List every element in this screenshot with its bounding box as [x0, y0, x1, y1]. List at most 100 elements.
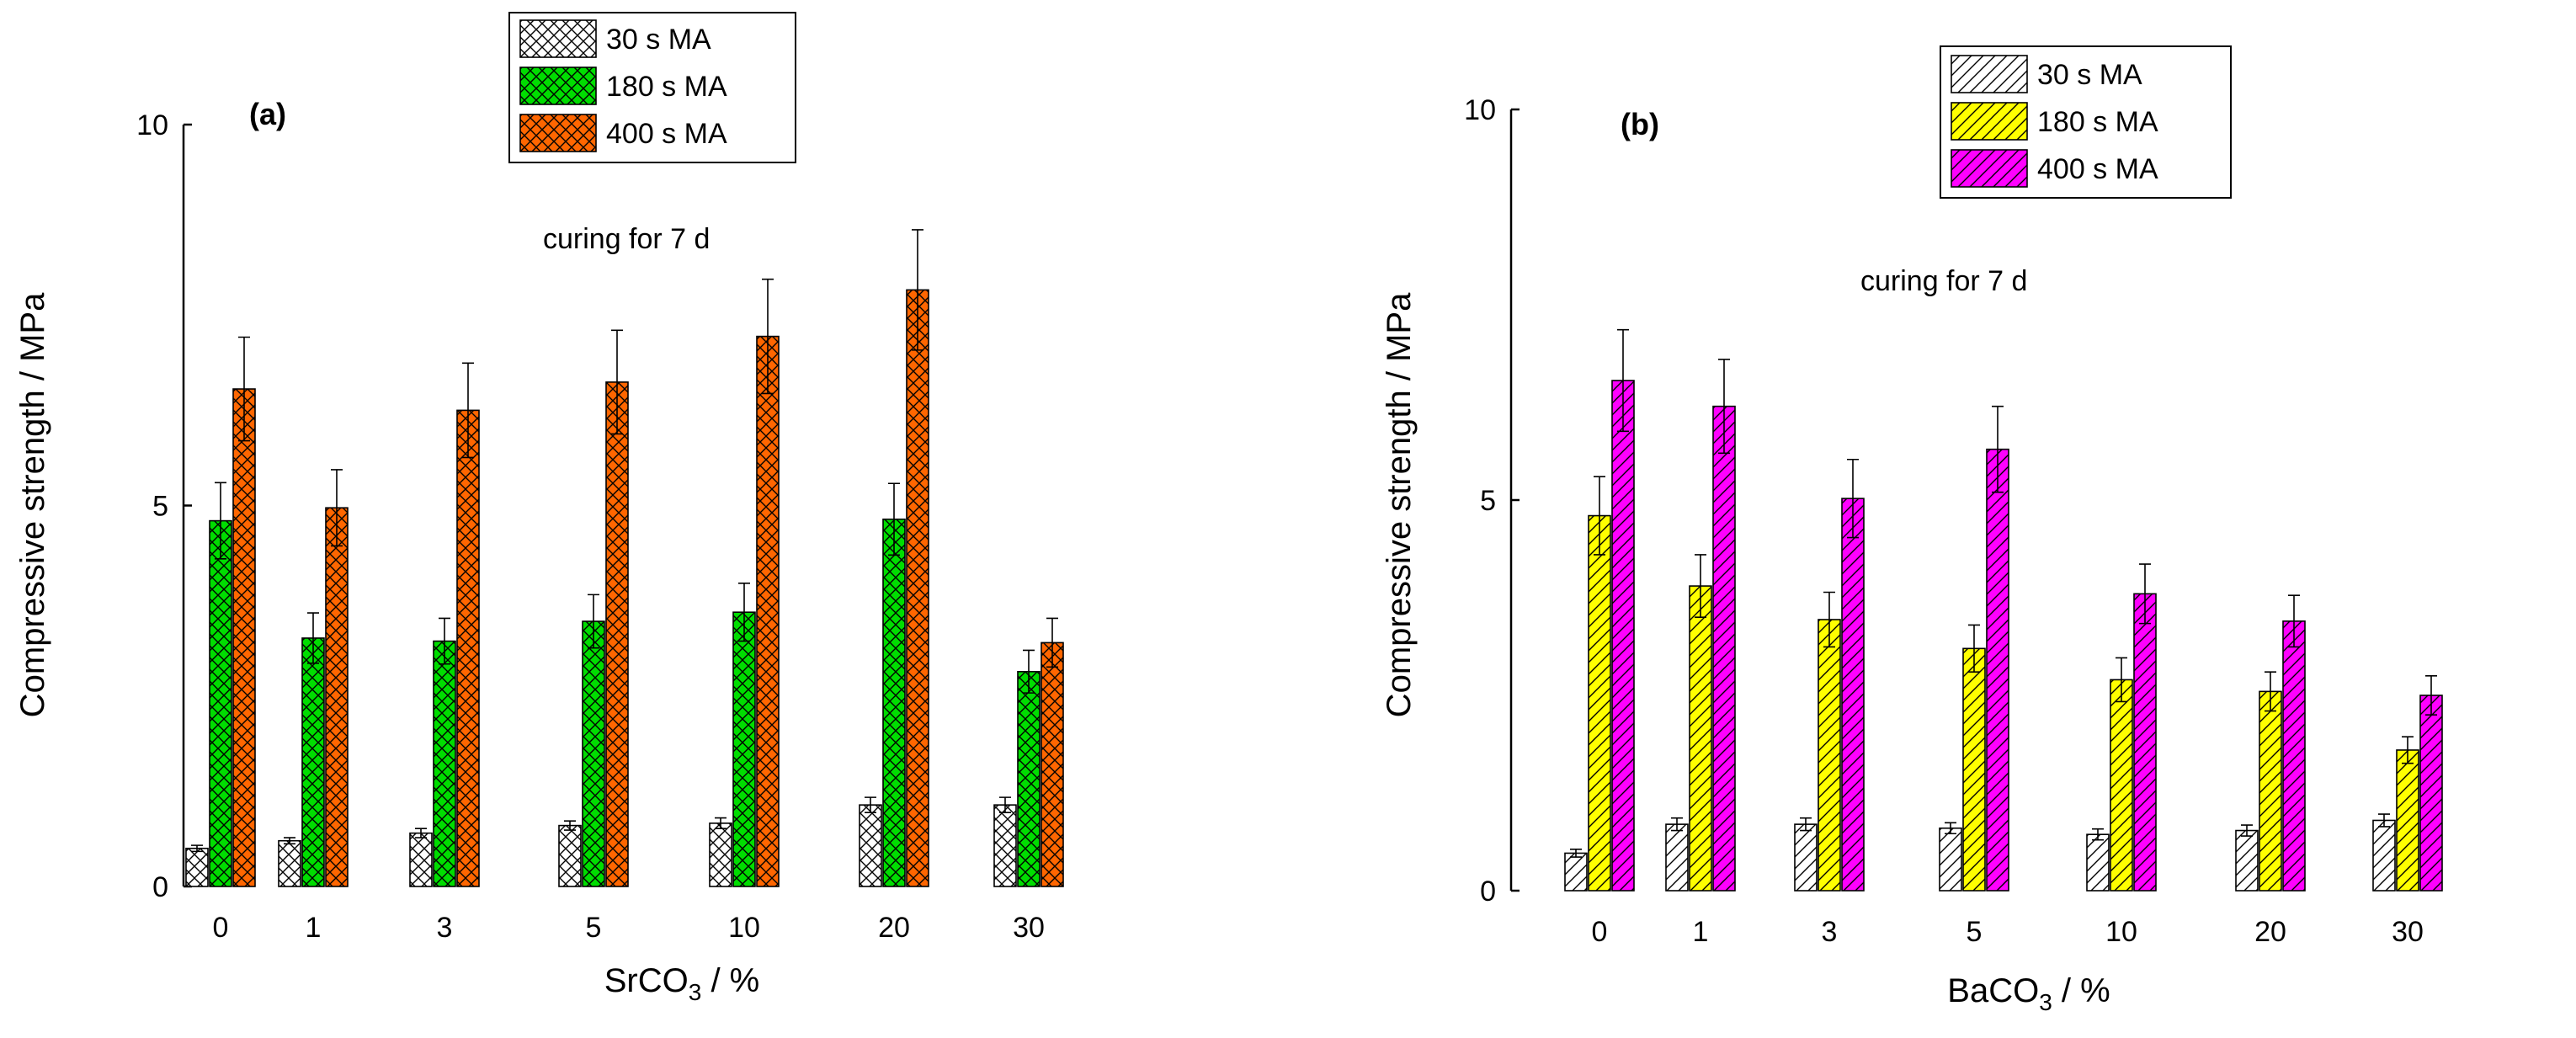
chart-panel-a: 0 5 10 0 1 3 5 10 20 30 (a) curing for 7 d Compr…: [14, 12, 1064, 1005]
bar-hatch: [559, 825, 581, 886]
bar-30-s-ma-0: [185, 844, 209, 887]
error-bar: [912, 229, 923, 351]
bar-hatch: [1589, 515, 1610, 891]
error-bar: [2288, 594, 2300, 648]
y-ticks-a: 0 5 10: [136, 109, 192, 903]
y-tick-label: 0: [1480, 876, 1496, 908]
error-bar: [1570, 849, 1582, 858]
bar-hatch: [1666, 824, 1688, 891]
bar-hatch: [1041, 642, 1063, 886]
bar-hatch: [757, 336, 779, 887]
error-bar: [462, 362, 474, 459]
panel-label: (b): [1621, 107, 1659, 141]
bar-hatch: [1987, 449, 2009, 891]
bar-hatch: [606, 381, 628, 886]
legend: 30 s MA 180 s MA 400 s MA: [1940, 45, 2232, 199]
bar-hatch: [710, 822, 732, 886]
bar-180-s-ma-3: [1818, 591, 1841, 892]
legend-swatch-180s-hatch: [520, 67, 596, 104]
x-tick-label: 5: [586, 912, 602, 944]
bar-180-s-ma-1: [301, 612, 325, 887]
error-bar: [238, 336, 250, 442]
error-bar: [1718, 359, 1730, 455]
bars-a: [185, 229, 1064, 887]
bar-180-s-ma-5: [1962, 624, 1986, 892]
bar-hatch: [210, 520, 232, 886]
bar-30-s-ma-20: [859, 796, 882, 887]
y-tick-label: 10: [1464, 94, 1496, 126]
bar-180-s-ma-1: [1689, 554, 1712, 892]
bar-400-s-ma-3: [456, 362, 480, 887]
x-tick-label: 1: [306, 912, 322, 944]
bar-hatch: [2110, 679, 2132, 891]
bar-180-s-ma-10: [2110, 657, 2133, 892]
bar-400-s-ma-10: [2133, 563, 2157, 892]
bar-hatch: [1842, 498, 1864, 891]
bar-400-s-ma-30: [2419, 675, 2443, 892]
bar-400-s-ma-3: [1841, 458, 1865, 892]
bar-hatch: [326, 508, 348, 886]
bars-b: [1564, 328, 2443, 892]
bar-30-s-ma-30: [993, 796, 1017, 887]
x-tick-label: 1: [1693, 916, 1709, 948]
error-bar: [1800, 817, 1812, 832]
legend-label-30s: 30 s MA: [606, 24, 711, 56]
bar-hatch: [860, 805, 881, 886]
x-tick-label: 5: [1967, 916, 1983, 948]
bar-hatch: [2134, 594, 2156, 891]
error-bar: [999, 796, 1011, 814]
error-bar: [588, 594, 599, 649]
error-bar: [1945, 822, 1956, 835]
error-bar: [1695, 554, 1706, 618]
legend-swatch-400s-hatch: [520, 114, 596, 152]
bar-hatch: [883, 519, 905, 886]
bar-hatch: [2259, 691, 2281, 891]
error-bar: [1046, 617, 1058, 668]
bar-hatch: [186, 848, 208, 886]
legend-swatch-30s-hatch: [520, 20, 596, 57]
x-axis-title: SrCO3 / %: [604, 962, 759, 1005]
bar-hatch: [1018, 671, 1040, 886]
error-bar: [2241, 824, 2253, 837]
bar-30-s-ma-0: [1564, 849, 1588, 892]
error-bar: [439, 617, 450, 665]
bar-hatch: [279, 840, 301, 886]
bar-400-s-ma-30: [1041, 617, 1064, 887]
error-bar: [2378, 813, 2390, 828]
bar-400-s-ma-20: [906, 229, 929, 887]
error-bar: [331, 469, 343, 547]
bar-hatch: [1713, 406, 1735, 891]
bar-hatch: [1565, 853, 1587, 891]
plot-area-b: 0 5 10 0 1 3 5 10 20 30: [1464, 94, 2443, 948]
error-bar: [1968, 624, 1980, 673]
x-tick-label: 3: [437, 912, 453, 944]
bar-hatch: [2420, 695, 2442, 891]
bar-hatch: [2283, 620, 2305, 891]
x-axis-title-suffix: / %: [701, 962, 759, 999]
error-bar: [307, 612, 319, 664]
bar-180-s-ma-20: [2259, 671, 2282, 892]
x-tick-labels-a: 0 1 3 5 10 20 30: [213, 912, 1045, 944]
y-ticks-b: 0 5 10: [1464, 94, 1520, 908]
bar-400-s-ma-1: [1712, 359, 1736, 892]
error-bar: [715, 817, 726, 830]
bar-30-s-ma-10: [709, 817, 732, 887]
bar-30-s-ma-3: [409, 828, 433, 887]
error-bar: [2402, 736, 2414, 764]
bar-180-s-ma-0: [209, 482, 232, 887]
plot-area-a: 0 5 10 0 1 3 5 10 20 30: [136, 109, 1064, 944]
x-tick-labels-b: 0 1 3 5 10 20 30: [1592, 916, 2424, 948]
error-bar: [762, 278, 774, 395]
error-bar: [1594, 476, 1605, 556]
x-tick-label: 3: [1822, 916, 1838, 948]
bar-180-s-ma-3: [433, 617, 456, 887]
bar-hatch: [1818, 619, 1840, 891]
bar-30-s-ma-30: [2372, 813, 2396, 892]
x-axis-title: BaCO3 / %: [1947, 972, 2110, 1015]
error-bar: [284, 837, 295, 845]
bar-400-s-ma-20: [2282, 594, 2306, 892]
legend-label-30s: 30 s MA: [2037, 59, 2142, 91]
x-tick-label: 30: [2392, 916, 2424, 948]
x-axis-title-subscript: 3: [2039, 989, 2052, 1015]
